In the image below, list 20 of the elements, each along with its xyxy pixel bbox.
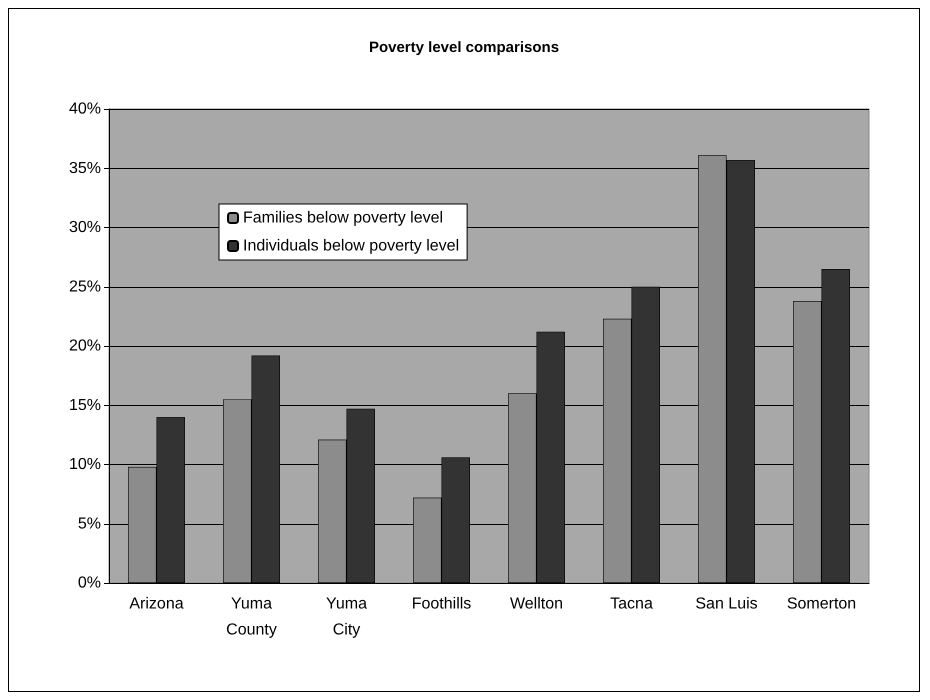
y-tick-label: 35%	[68, 160, 101, 177]
x-tick-label: Foothills	[412, 596, 472, 612]
x-tick-label: Yuma City	[326, 596, 368, 638]
y-tick-label: 20%	[68, 338, 101, 354]
y-tick-label: 0%	[78, 574, 101, 592]
y-tick-label: 30%	[68, 219, 101, 236]
legend-label: Individuals below poverty level	[243, 238, 460, 254]
x-tick-label: Arizona	[129, 596, 184, 612]
x-tick-label: San Luis	[695, 596, 758, 612]
chart-title: Poverty level comparisons	[368, 39, 560, 56]
x-tick-label: Tacna	[610, 596, 653, 612]
y-tick-label: 10%	[68, 456, 101, 473]
y-tick-label: 15%	[68, 396, 101, 414]
y-tick-label: 40%	[68, 100, 101, 118]
x-tick-label: Somerton	[786, 596, 856, 612]
legend-label: Families below poverty level	[243, 210, 444, 226]
x-tick-label: Yuma County	[226, 596, 277, 638]
y-tick-label: 25%	[68, 278, 101, 296]
y-tick-label: 5%	[78, 515, 101, 532]
x-tick-label: Wellton	[510, 596, 564, 612]
